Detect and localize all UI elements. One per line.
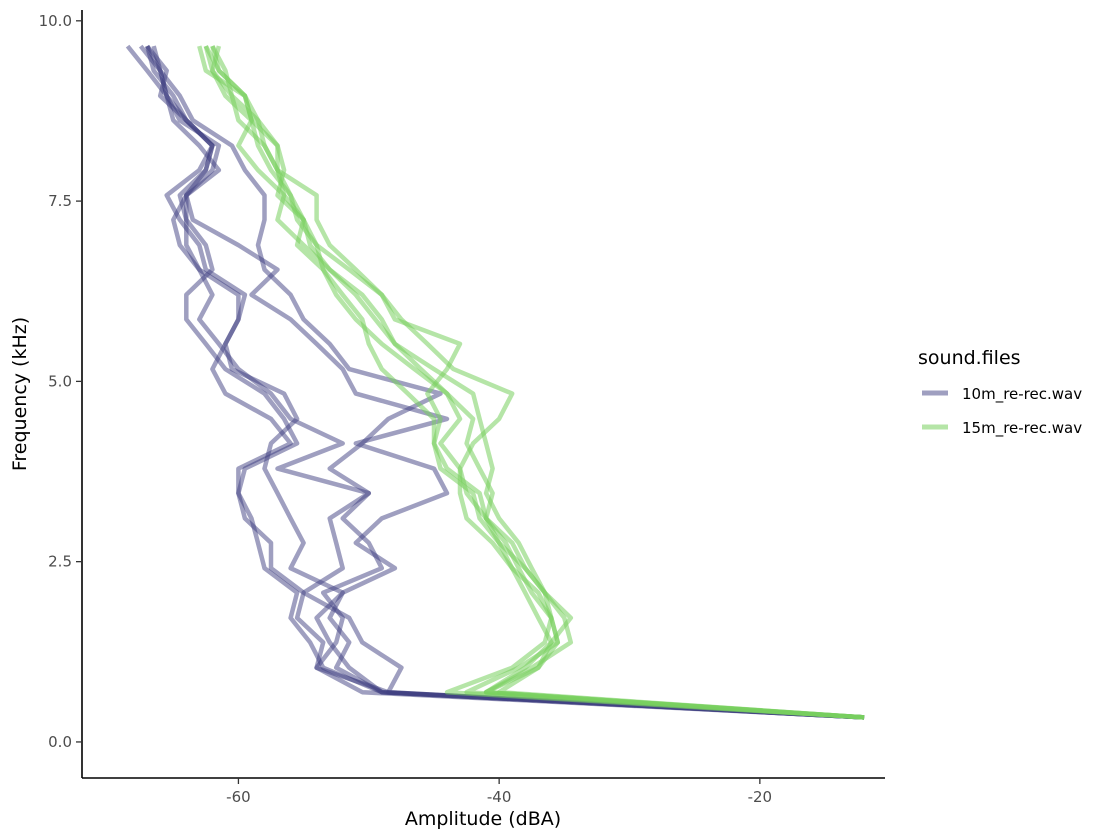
series-line-5 <box>138 44 865 720</box>
legend-title: sound.files <box>918 347 1021 369</box>
legend-label-10m: 10m_re-rec.wav <box>962 385 1082 404</box>
ticks-layer: -60 -40 -20 0.0 2.5 5.0 7.5 10.0 <box>39 12 773 806</box>
x-tick-label: -20 <box>748 788 773 806</box>
series-line-6 <box>145 44 865 720</box>
y-tick-label: 2.5 <box>48 553 72 571</box>
x-axis-title: Amplitude (dBA) <box>405 808 561 830</box>
axes-layer <box>81 10 885 779</box>
y-axis-title: Frequency (kHz) <box>9 317 31 471</box>
series-line-1 <box>145 45 865 720</box>
series-line-4 <box>145 45 865 720</box>
legend: sound.files 10m_re-rec.wav 15m_re-rec.wa… <box>918 347 1082 438</box>
series-layer <box>125 44 865 720</box>
y-tick-label: 0.0 <box>48 733 72 751</box>
series-line-10 <box>197 45 865 720</box>
legend-label-15m: 15m_re-rec.wav <box>962 419 1082 438</box>
y-tick-label: 5.0 <box>48 372 72 390</box>
x-tick-label: -40 <box>487 788 512 806</box>
series-line-12 <box>203 45 865 720</box>
series-line-11 <box>203 45 865 720</box>
y-tick-label: 10.0 <box>39 12 72 30</box>
x-tick-label: -60 <box>226 788 251 806</box>
y-tick-label: 7.5 <box>48 192 72 210</box>
series-line-7 <box>210 45 865 720</box>
